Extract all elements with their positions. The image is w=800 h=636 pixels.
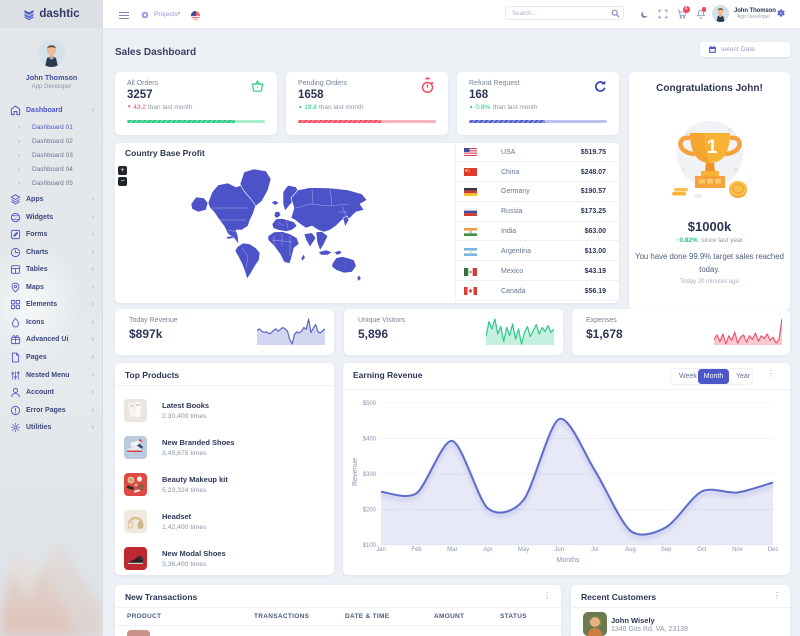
svg-text:Jul: Jul (591, 547, 599, 553)
svg-text:$500: $500 (363, 401, 377, 407)
svg-text:Nov: Nov (732, 547, 743, 553)
svg-text:Apr: Apr (483, 547, 492, 553)
svg-text:May: May (518, 547, 529, 553)
svg-text:Sep: Sep (661, 547, 672, 553)
svg-text:$400: $400 (363, 437, 377, 443)
svg-text:Feb: Feb (411, 547, 422, 553)
svg-text:$200: $200 (363, 508, 377, 514)
svg-text:Jan: Jan (376, 547, 386, 553)
svg-text:Jun: Jun (554, 547, 564, 553)
svg-text:Dec: Dec (768, 547, 779, 553)
svg-text:1: 1 (707, 137, 718, 158)
svg-text:$100: $100 (363, 543, 377, 549)
svg-text:Months: Months (557, 557, 580, 564)
svg-text:$300: $300 (363, 472, 377, 478)
svg-text:Aug: Aug (625, 547, 636, 553)
svg-text:Revenue: Revenue (352, 458, 359, 486)
svg-text:Oct: Oct (697, 547, 707, 553)
svg-text:Mar: Mar (447, 547, 457, 553)
